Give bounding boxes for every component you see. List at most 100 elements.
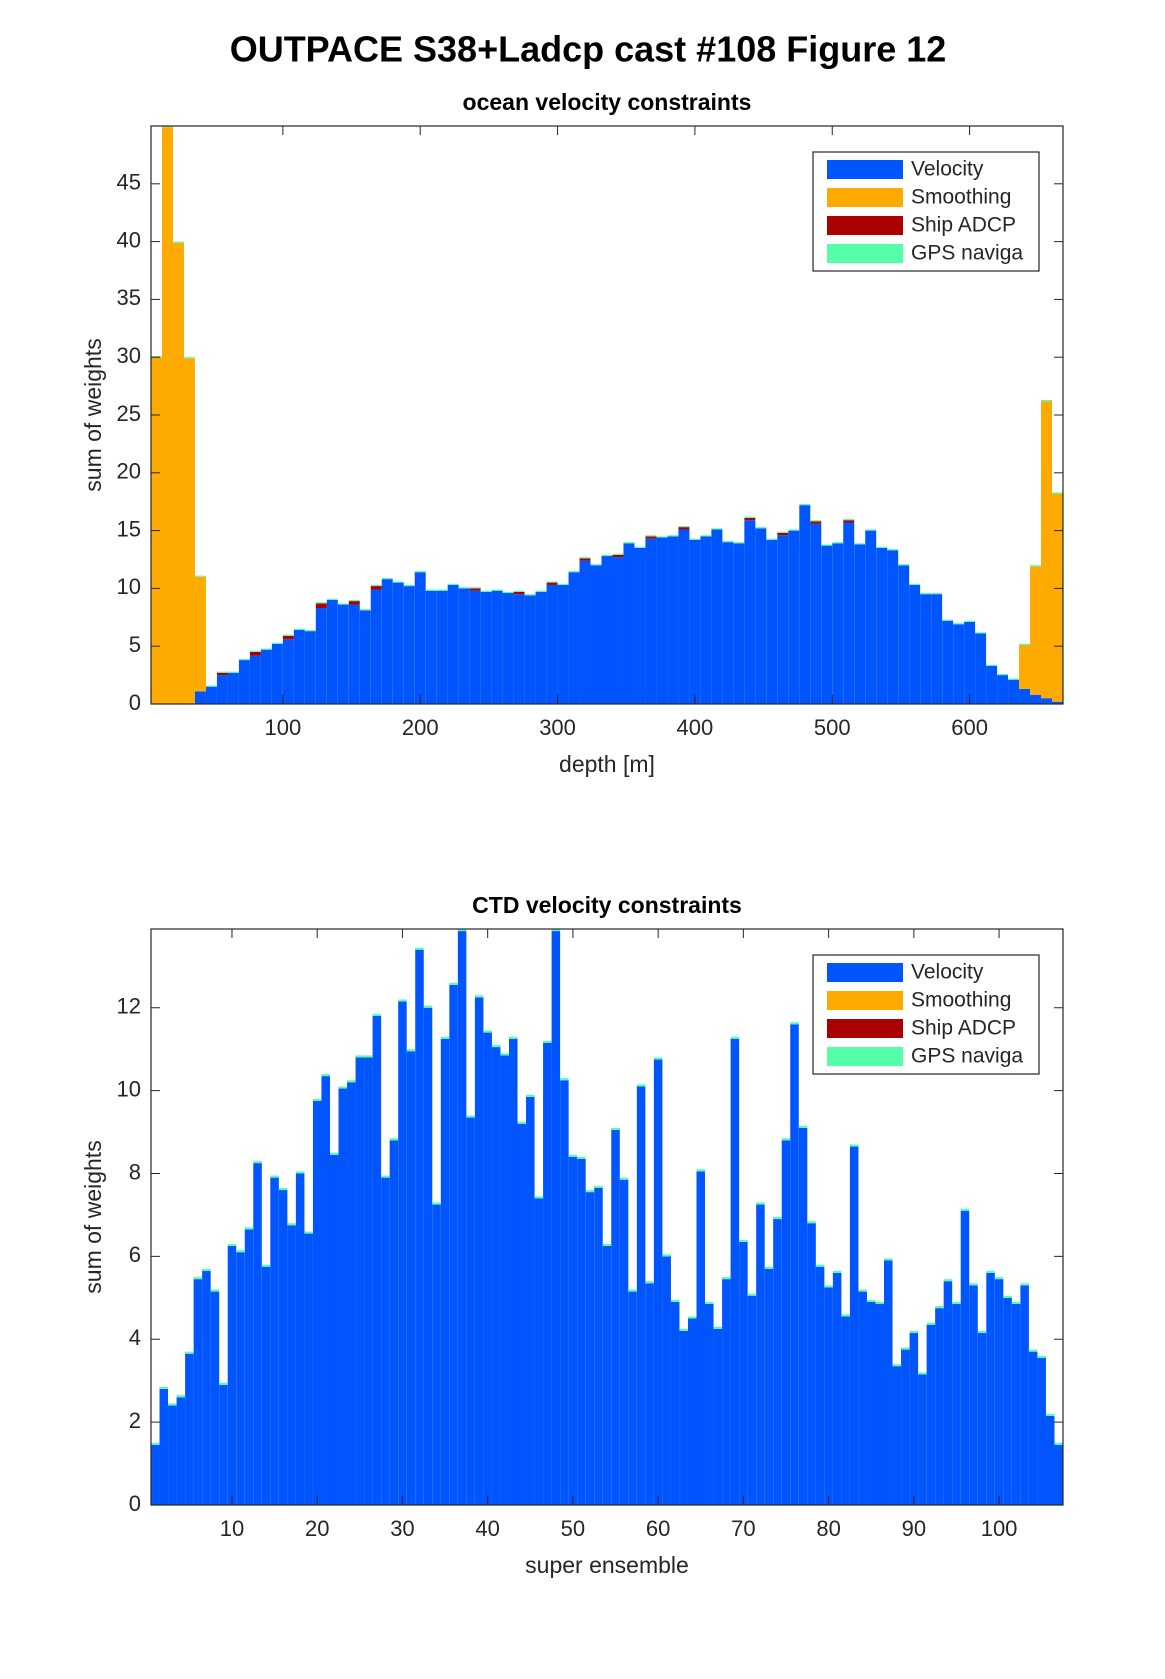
bar-segment: [458, 588, 470, 704]
bar-segment: [172, 241, 184, 243]
bar-segment: [670, 1301, 680, 1505]
bar-segment: [590, 564, 602, 566]
bar-segment: [560, 1078, 569, 1081]
bar-segment: [449, 984, 458, 1505]
bar-segment: [355, 1055, 365, 1058]
bar-segment: [491, 1045, 501, 1048]
legend-label: GPS naviga: [911, 242, 1023, 265]
bar-segment: [403, 586, 415, 704]
bar-segment: [696, 1171, 706, 1505]
bar-segment: [678, 529, 690, 704]
bar-segment: [858, 1291, 867, 1505]
bar-segment: [705, 1304, 714, 1505]
bar-segment: [832, 1272, 842, 1505]
bar-segment: [1052, 701, 1063, 704]
bar-segment: [278, 1190, 288, 1505]
bar-segment: [619, 1177, 629, 1180]
y-tick-label: 4: [129, 1325, 141, 1350]
bar-segment: [960, 1210, 970, 1505]
bar-segment: [449, 982, 458, 985]
bar-segment: [347, 1082, 356, 1505]
bar-segment: [491, 1047, 501, 1505]
bar-segment: [678, 527, 690, 530]
bar-segment: [270, 1177, 279, 1505]
bar-segment: [579, 558, 591, 561]
bar-segment: [918, 1374, 927, 1505]
bar-segment: [293, 628, 305, 631]
bar-segment: [534, 1198, 544, 1505]
bar-segment: [594, 1187, 603, 1505]
bar-segment: [876, 547, 888, 704]
bar-segment: [744, 517, 756, 521]
bar-segment: [312, 1100, 322, 1505]
bar-segment: [194, 576, 206, 692]
bar-segment: [843, 520, 855, 523]
bar-segment: [756, 1202, 765, 1205]
bar-segment: [423, 1005, 433, 1008]
bar-segment: [392, 581, 404, 583]
x-tick-label: 70: [731, 1516, 755, 1541]
bar-segment: [901, 1347, 910, 1350]
x-tick-label: 300: [539, 715, 576, 740]
bar-segment: [338, 1088, 348, 1505]
legend-label: Ship ADCP: [911, 1017, 1016, 1040]
bar-segment: [679, 1328, 688, 1331]
bar-segment: [773, 1219, 782, 1505]
bar-segment: [483, 1032, 492, 1505]
bar-segment: [645, 538, 657, 704]
bar-segment: [689, 539, 701, 704]
bar-segment: [935, 1306, 944, 1309]
bar-segment: [287, 1223, 296, 1226]
bar-segment: [722, 1277, 731, 1280]
bar-segment: [347, 1080, 356, 1083]
bar-segment: [634, 547, 646, 704]
y-tick-label: 10: [117, 574, 141, 599]
bar-segment: [722, 1279, 731, 1505]
bar-segment: [436, 589, 448, 591]
bar-segment: [585, 1192, 595, 1505]
bar-segment: [502, 591, 514, 594]
bar-segment: [653, 1059, 663, 1505]
bar-segment: [601, 556, 613, 704]
bar-segment: [711, 528, 723, 530]
bar-segment: [777, 532, 789, 536]
bar-segment: [986, 1270, 995, 1273]
bar-segment: [1019, 645, 1031, 689]
bar-segment: [579, 557, 591, 559]
bar-segment: [389, 1140, 399, 1505]
bar-segment: [1003, 1295, 1012, 1298]
bar-segment: [1052, 492, 1063, 494]
bar-segment: [662, 1254, 671, 1257]
y-tick-label: 15: [117, 516, 141, 541]
bar-segment: [293, 630, 305, 704]
bar-segment: [1045, 1415, 1055, 1505]
bar-segment: [517, 1123, 527, 1505]
bar-segment: [415, 949, 424, 1505]
bar-segment: [909, 584, 921, 704]
bar-segment: [560, 1080, 569, 1505]
bar-segment: [687, 1318, 697, 1505]
bar-segment: [747, 1293, 757, 1296]
legend-swatch: [827, 244, 903, 263]
bar-segment: [909, 583, 921, 585]
bar-segment: [810, 523, 822, 704]
bar-segment: [730, 1038, 740, 1505]
bar-segment: [261, 1266, 271, 1505]
legend-label: Smoothing: [911, 989, 1011, 1012]
bar-segment: [733, 542, 745, 544]
bar-segment: [679, 1330, 688, 1505]
bar-segment: [931, 593, 943, 595]
bar-segment: [406, 1049, 416, 1052]
bar-segment: [202, 1268, 211, 1271]
bar-segment: [645, 535, 657, 537]
legend-swatch: [827, 991, 903, 1010]
bar-segment: [865, 530, 877, 704]
bar-segment: [875, 1301, 885, 1305]
bar-segment: [832, 543, 844, 704]
bar-segment: [398, 999, 407, 1002]
bar-segment: [513, 594, 525, 704]
bar-segment: [730, 1036, 740, 1039]
bar-segment: [909, 1330, 919, 1334]
bar-segment: [602, 1243, 612, 1247]
bar-segment: [1020, 1285, 1029, 1505]
